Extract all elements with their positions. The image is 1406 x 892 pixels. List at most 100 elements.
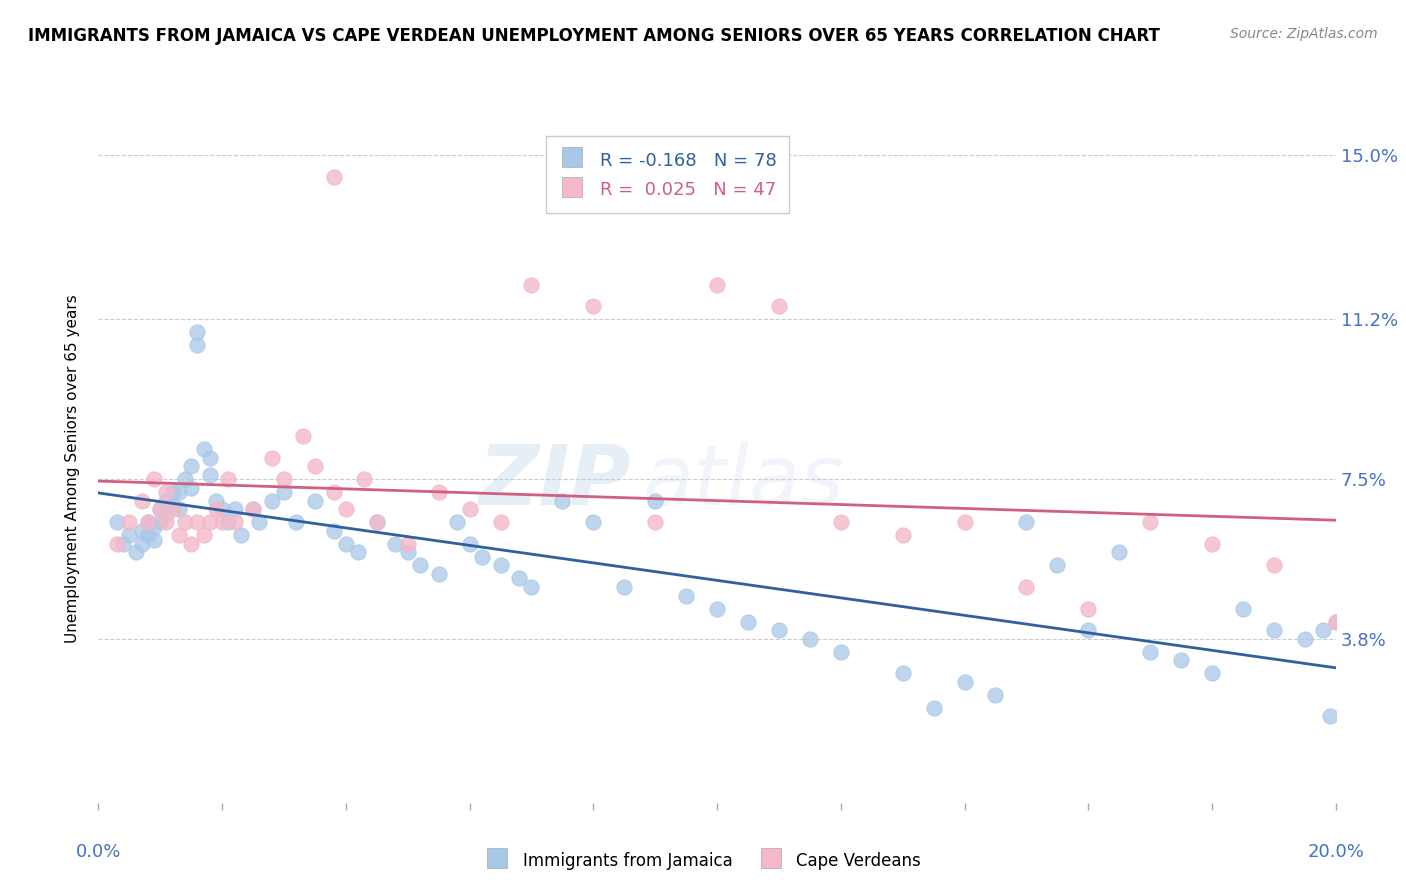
Point [180, 481, 202, 495]
Point [304, 459, 326, 474]
Point [112, 537, 135, 551]
Text: Source: ZipAtlas.com: Source: ZipAtlas.com [1230, 27, 1378, 41]
Point [675, 589, 697, 603]
Point [891, 528, 914, 542]
Point [304, 493, 326, 508]
Point [508, 571, 530, 585]
Point [224, 502, 246, 516]
Point [285, 515, 308, 529]
Point [471, 549, 494, 564]
Point [273, 472, 295, 486]
Point [396, 537, 419, 551]
Point [205, 493, 228, 508]
Point [1170, 653, 1192, 667]
Point [118, 515, 141, 529]
Point [953, 675, 976, 690]
Point [174, 515, 197, 529]
Point [229, 528, 252, 542]
Text: ZIP: ZIP [478, 442, 630, 522]
Point [155, 507, 177, 521]
Point [1077, 601, 1099, 615]
Point [768, 300, 790, 314]
Point [242, 502, 264, 516]
Point [1263, 623, 1285, 637]
Point [174, 472, 197, 486]
Point [136, 515, 159, 529]
Point [198, 450, 221, 465]
Point [458, 502, 481, 516]
Point [322, 169, 344, 184]
Point [260, 493, 283, 508]
Point [143, 533, 166, 547]
Point [198, 467, 221, 482]
Point [335, 502, 357, 516]
Point [118, 528, 141, 542]
Point [1077, 623, 1099, 637]
Point [582, 515, 605, 529]
Point [409, 558, 432, 573]
Point [180, 537, 202, 551]
Point [224, 515, 246, 529]
Point [644, 515, 666, 529]
Point [136, 515, 159, 529]
Point [768, 623, 790, 637]
Point [1312, 623, 1334, 637]
Point [1015, 515, 1038, 529]
Point [124, 545, 146, 559]
Point [706, 601, 728, 615]
Point [205, 502, 228, 516]
Point [155, 485, 177, 500]
Point [105, 515, 128, 529]
Text: atlas: atlas [643, 442, 845, 522]
Y-axis label: Unemployment Among Seniors over 65 years: Unemployment Among Seniors over 65 years [65, 294, 80, 642]
Point [193, 528, 215, 542]
Point [458, 537, 481, 551]
Point [247, 515, 270, 529]
Point [582, 300, 605, 314]
Point [131, 524, 153, 538]
Point [291, 429, 314, 443]
Point [1139, 645, 1161, 659]
Point [186, 515, 208, 529]
Point [489, 515, 512, 529]
Point [366, 515, 388, 529]
Point [198, 515, 221, 529]
Point [366, 515, 388, 529]
Point [335, 537, 357, 551]
Point [830, 515, 852, 529]
Point [322, 524, 344, 538]
Point [427, 567, 450, 582]
Point [162, 498, 184, 512]
Point [520, 277, 543, 292]
Point [396, 545, 419, 559]
Point [211, 502, 233, 516]
Point [1046, 558, 1069, 573]
Text: 20.0%: 20.0% [1308, 843, 1364, 861]
Point [162, 502, 184, 516]
Point [1263, 558, 1285, 573]
Point [706, 277, 728, 292]
Legend: R = -0.168   N = 78, R =  0.025   N = 47: R = -0.168 N = 78, R = 0.025 N = 47 [546, 136, 789, 212]
Point [644, 493, 666, 508]
Point [273, 485, 295, 500]
Point [131, 537, 153, 551]
Point [891, 666, 914, 681]
Point [1201, 666, 1223, 681]
Point [131, 493, 153, 508]
Text: IMMIGRANTS FROM JAMAICA VS CAPE VERDEAN UNEMPLOYMENT AMONG SENIORS OVER 65 YEARS: IMMIGRANTS FROM JAMAICA VS CAPE VERDEAN … [28, 27, 1160, 45]
Point [520, 580, 543, 594]
Point [347, 545, 370, 559]
Point [260, 450, 283, 465]
Point [149, 515, 172, 529]
Point [1139, 515, 1161, 529]
Point [1108, 545, 1130, 559]
Point [217, 515, 239, 529]
Point [143, 519, 166, 533]
Point [155, 515, 177, 529]
Point [242, 502, 264, 516]
Point [167, 485, 190, 500]
Point [1324, 615, 1347, 629]
Point [186, 338, 208, 352]
Point [427, 485, 450, 500]
Point [922, 701, 945, 715]
